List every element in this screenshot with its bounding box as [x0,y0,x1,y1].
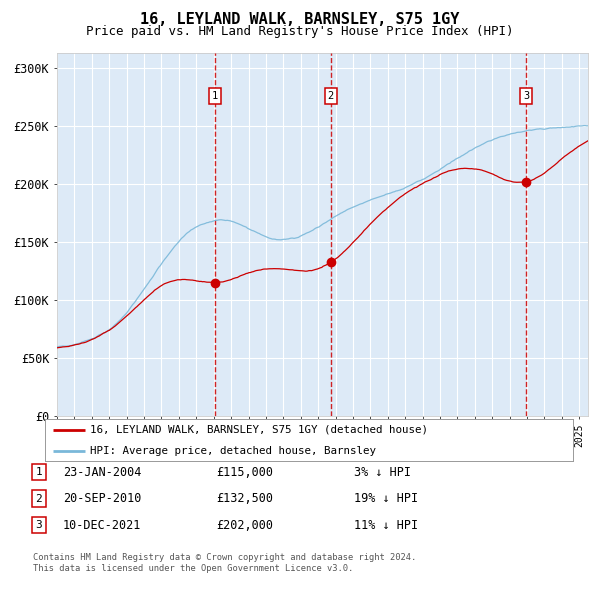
Text: 3% ↓ HPI: 3% ↓ HPI [354,466,411,478]
Text: 16, LEYLAND WALK, BARNSLEY, S75 1GY: 16, LEYLAND WALK, BARNSLEY, S75 1GY [140,12,460,27]
Text: 1: 1 [35,467,43,477]
Bar [57,53,588,416]
Text: 20-SEP-2010: 20-SEP-2010 [63,492,142,505]
Text: 19% ↓ HPI: 19% ↓ HPI [354,492,418,505]
Text: 11% ↓ HPI: 11% ↓ HPI [354,519,418,532]
Text: 10-DEC-2021: 10-DEC-2021 [63,519,142,532]
Text: £115,000: £115,000 [216,466,273,478]
Text: 2: 2 [328,91,334,101]
Text: £202,000: £202,000 [216,519,273,532]
Text: 1: 1 [212,91,218,101]
Text: 2: 2 [35,494,43,503]
Text: Price paid vs. HM Land Registry's House Price Index (HPI): Price paid vs. HM Land Registry's House … [86,25,514,38]
Text: 16, LEYLAND WALK, BARNSLEY, S75 1GY (detached house): 16, LEYLAND WALK, BARNSLEY, S75 1GY (det… [90,425,428,434]
Text: HPI: Average price, detached house, Barnsley: HPI: Average price, detached house, Barn… [90,446,376,455]
Text: 23-JAN-2004: 23-JAN-2004 [63,466,142,478]
Text: 3: 3 [35,520,43,530]
Text: Contains HM Land Registry data © Crown copyright and database right 2024.
This d: Contains HM Land Registry data © Crown c… [33,553,416,573]
Text: 3: 3 [523,91,529,101]
Text: £132,500: £132,500 [216,492,273,505]
